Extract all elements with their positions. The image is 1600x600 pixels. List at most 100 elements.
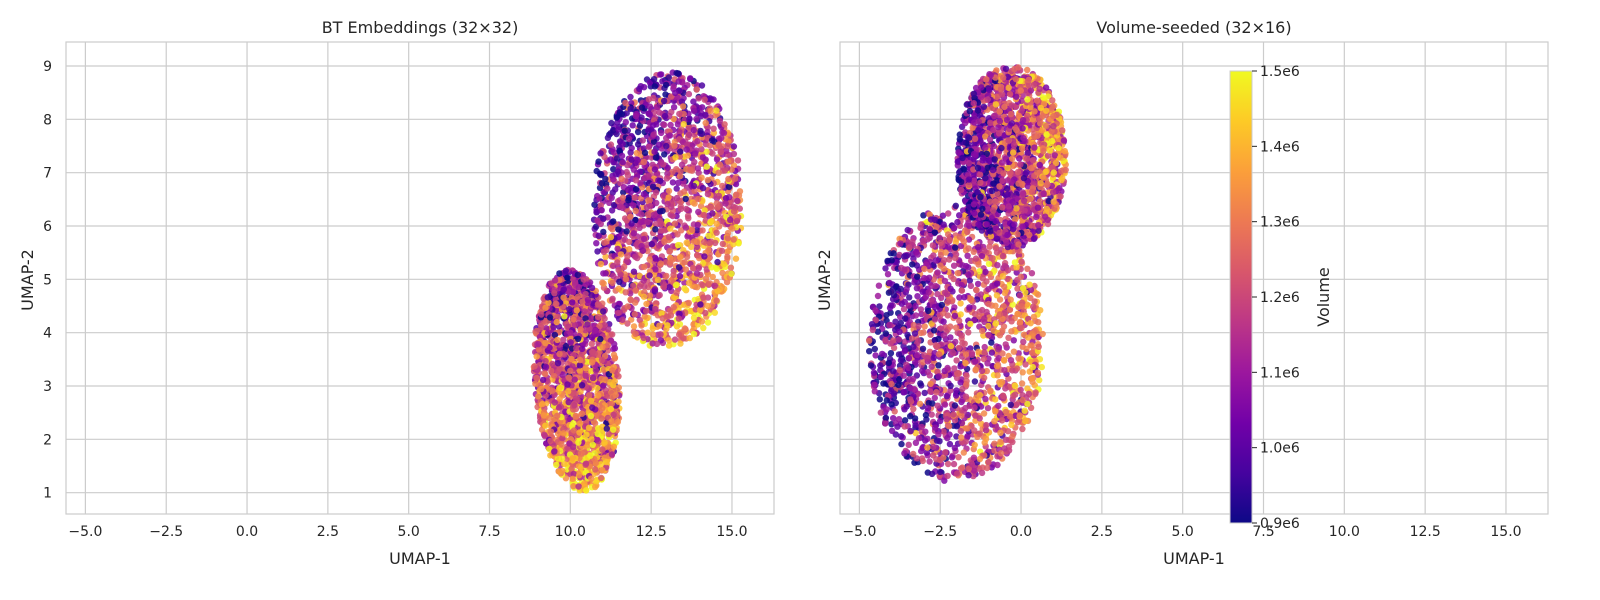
scatter-point bbox=[551, 290, 558, 297]
scatter-point bbox=[633, 241, 640, 248]
scatter-point bbox=[918, 447, 925, 455]
scatter-point bbox=[912, 312, 920, 319]
scatter-point bbox=[995, 402, 1002, 410]
scatter-point bbox=[927, 216, 935, 223]
scatter-point bbox=[722, 195, 730, 202]
scatter-point bbox=[898, 300, 905, 307]
scatter-point bbox=[700, 211, 708, 219]
scatter-point bbox=[966, 304, 973, 311]
scatter-point bbox=[538, 311, 545, 318]
scatter-point bbox=[615, 285, 622, 292]
scatter-point bbox=[608, 418, 615, 425]
scatter-point bbox=[588, 292, 595, 299]
scatter-point bbox=[901, 450, 908, 457]
scatter-point bbox=[539, 376, 547, 384]
scatter-point bbox=[727, 264, 735, 271]
scatter-point bbox=[954, 370, 961, 377]
scatter-point bbox=[691, 158, 698, 166]
scatter-point bbox=[674, 241, 682, 249]
y-tick-label: 1 bbox=[43, 486, 52, 502]
scatter-point bbox=[594, 430, 601, 438]
scatter-point bbox=[874, 328, 882, 335]
scatter-point bbox=[566, 306, 573, 313]
scatter-point bbox=[927, 331, 934, 338]
scatter-point bbox=[632, 177, 640, 184]
scatter-point bbox=[882, 420, 889, 427]
scatter-point bbox=[677, 148, 684, 155]
scatter-point bbox=[651, 254, 659, 261]
scatter-point bbox=[693, 284, 701, 291]
scatter-point bbox=[897, 313, 904, 321]
scatter-point bbox=[706, 239, 713, 246]
scatter-point bbox=[959, 385, 966, 393]
scatter-point bbox=[971, 441, 978, 449]
scatter-point bbox=[640, 190, 648, 198]
scatter-point bbox=[994, 372, 1001, 379]
scatter-point bbox=[587, 397, 595, 404]
scatter-point bbox=[924, 444, 931, 451]
scatter-point bbox=[979, 464, 986, 471]
scatter-point bbox=[971, 358, 979, 365]
scatter-point bbox=[999, 273, 1006, 280]
scatter-point bbox=[965, 219, 972, 226]
scatter-point bbox=[589, 404, 596, 411]
scatter-point bbox=[940, 318, 947, 325]
scatter-point bbox=[616, 138, 624, 145]
scatter-point bbox=[695, 295, 702, 303]
scatter-point bbox=[570, 443, 577, 451]
scatter-point bbox=[575, 472, 583, 479]
scatter-point bbox=[958, 281, 965, 289]
scatter-point bbox=[653, 199, 660, 207]
scatter-point bbox=[592, 367, 600, 374]
scatter-point bbox=[693, 86, 700, 93]
scatter-point bbox=[699, 154, 707, 161]
scatter-point bbox=[872, 317, 879, 324]
scatter-point bbox=[639, 137, 646, 144]
scatter-point bbox=[937, 468, 944, 476]
scatter-point bbox=[945, 244, 952, 251]
scatter-point bbox=[595, 158, 602, 165]
scatter-point bbox=[599, 343, 606, 350]
scatter-point bbox=[559, 371, 566, 379]
scatter-point bbox=[713, 156, 721, 163]
scatter-point bbox=[598, 474, 605, 482]
scatter-point bbox=[667, 225, 674, 232]
scatter-point bbox=[724, 253, 731, 260]
scatter-point bbox=[680, 121, 687, 128]
scatter-point bbox=[632, 112, 640, 120]
scatter-point bbox=[608, 119, 615, 127]
scatter-point bbox=[941, 257, 948, 264]
scatter-point bbox=[610, 201, 618, 209]
scatter-point bbox=[547, 428, 555, 435]
scatter-point bbox=[613, 155, 621, 162]
scatter-point bbox=[703, 168, 710, 175]
scatter-point bbox=[674, 121, 682, 128]
scatter-point bbox=[630, 230, 637, 237]
scatter-point bbox=[963, 381, 970, 388]
scatter-point bbox=[664, 322, 671, 329]
scatter-point bbox=[976, 430, 983, 437]
scatter-point bbox=[981, 315, 988, 322]
right-grid bbox=[840, 42, 1548, 514]
scatter-point bbox=[622, 276, 630, 283]
scatter-point bbox=[669, 179, 677, 186]
scatter-point bbox=[556, 384, 563, 392]
scatter-point bbox=[989, 255, 996, 262]
scatter-point bbox=[882, 336, 889, 344]
scatter-point bbox=[676, 272, 684, 280]
scatter-point bbox=[664, 200, 671, 208]
scatter-point bbox=[591, 201, 598, 208]
scatter-point bbox=[614, 168, 622, 175]
scatter-point bbox=[615, 226, 622, 233]
scatter-point bbox=[971, 404, 978, 411]
scatter-point bbox=[632, 330, 639, 338]
scatter-point bbox=[1009, 301, 1016, 308]
scatter-point bbox=[695, 95, 702, 102]
y-tick-label: 2 bbox=[43, 432, 52, 448]
scatter-point bbox=[630, 323, 638, 330]
scatter-point bbox=[568, 294, 575, 301]
scatter-point bbox=[682, 266, 690, 273]
scatter-point bbox=[650, 76, 658, 83]
scatter-point bbox=[1017, 386, 1024, 394]
